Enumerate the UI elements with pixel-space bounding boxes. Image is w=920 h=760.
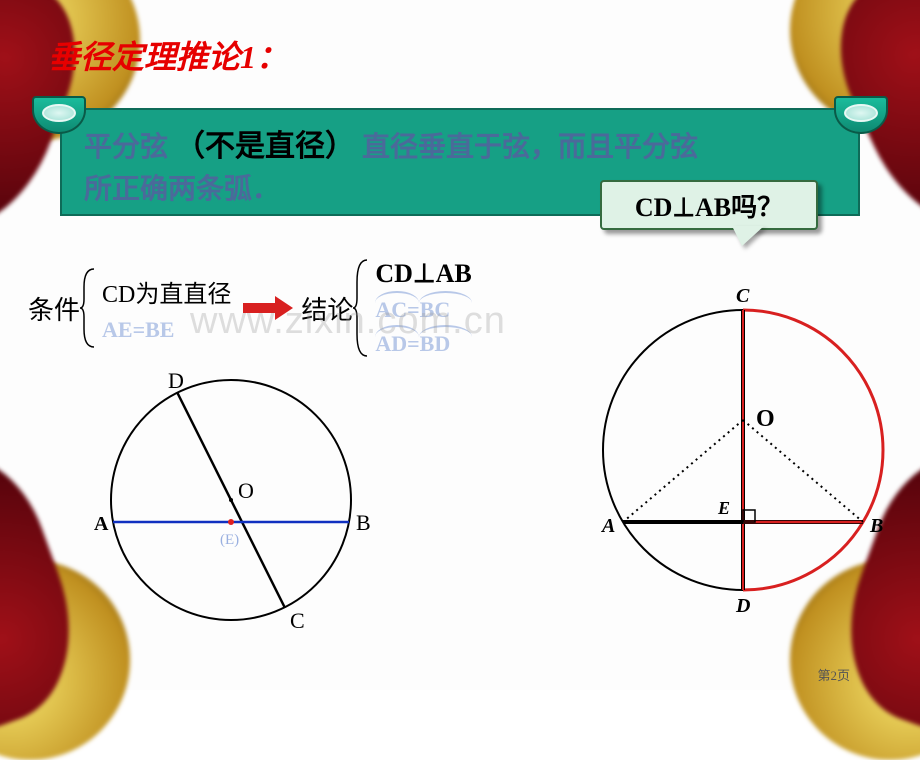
- theorem-t2: 直径垂直于弦，而且平分弦: [362, 132, 698, 163]
- fig2-label-a: A: [600, 515, 615, 537]
- fig2-label-o: O: [756, 406, 775, 432]
- fig1-label-b: B: [356, 510, 371, 535]
- conclusion-label: 结论: [301, 290, 353, 327]
- figure-2: O E A B C D: [588, 280, 898, 660]
- fig2-label-d: D: [735, 595, 750, 617]
- right-brace: [353, 258, 371, 358]
- concl-cd-perp-ab: CD⊥AB: [375, 259, 471, 289]
- fig2-label-e: E: [717, 498, 730, 518]
- conclusion-stack: CD⊥AB AC=BC AD=BD: [375, 259, 471, 357]
- implies-arrow: [243, 300, 293, 316]
- fig1-label-d: D: [168, 370, 184, 393]
- cond-ae-be: AE=BE: [102, 317, 231, 343]
- page-footer: 第2页: [817, 665, 850, 684]
- theorem-not-diameter: （不是直径）: [175, 130, 355, 163]
- callout-text: CD⊥AB吗？: [635, 187, 783, 224]
- condition-stack: CD为直直径 AE=BE: [102, 274, 231, 343]
- fig1-label-o: O: [238, 478, 254, 503]
- theorem-t3: 所正确两条弧．: [84, 174, 280, 205]
- theorem-t1: 平分弦: [84, 132, 168, 163]
- slide-content: 垂径定理推论1： 平分弦 （不是直径） 直径垂直于弦，而且平分弦 所正确两条弧．…: [0, 0, 920, 690]
- logic-row: 条件 CD为直直径 AE=BE 结论 CD⊥AB AC=BC AD=BD: [28, 258, 476, 358]
- fig1-label-a: A: [94, 513, 109, 535]
- figure-1: D C A B O (E): [66, 370, 396, 670]
- concl-arc-ac-bc: AC=BC: [375, 297, 471, 323]
- fig1-label-c: C: [290, 608, 305, 633]
- slide-title: 垂径定理推论1：: [48, 32, 288, 78]
- concl-arc-ad-bd: AD=BD: [375, 331, 471, 357]
- fig2-label-b: B: [869, 515, 883, 537]
- fig1-label-e: (E): [220, 532, 239, 548]
- cond-cd-diameter: CD为直直径: [102, 274, 231, 309]
- condition-label: 条件: [28, 290, 80, 327]
- fig2-label-c: C: [736, 285, 750, 307]
- callout-question: CD⊥AB吗？: [600, 180, 818, 230]
- left-brace: [80, 267, 98, 349]
